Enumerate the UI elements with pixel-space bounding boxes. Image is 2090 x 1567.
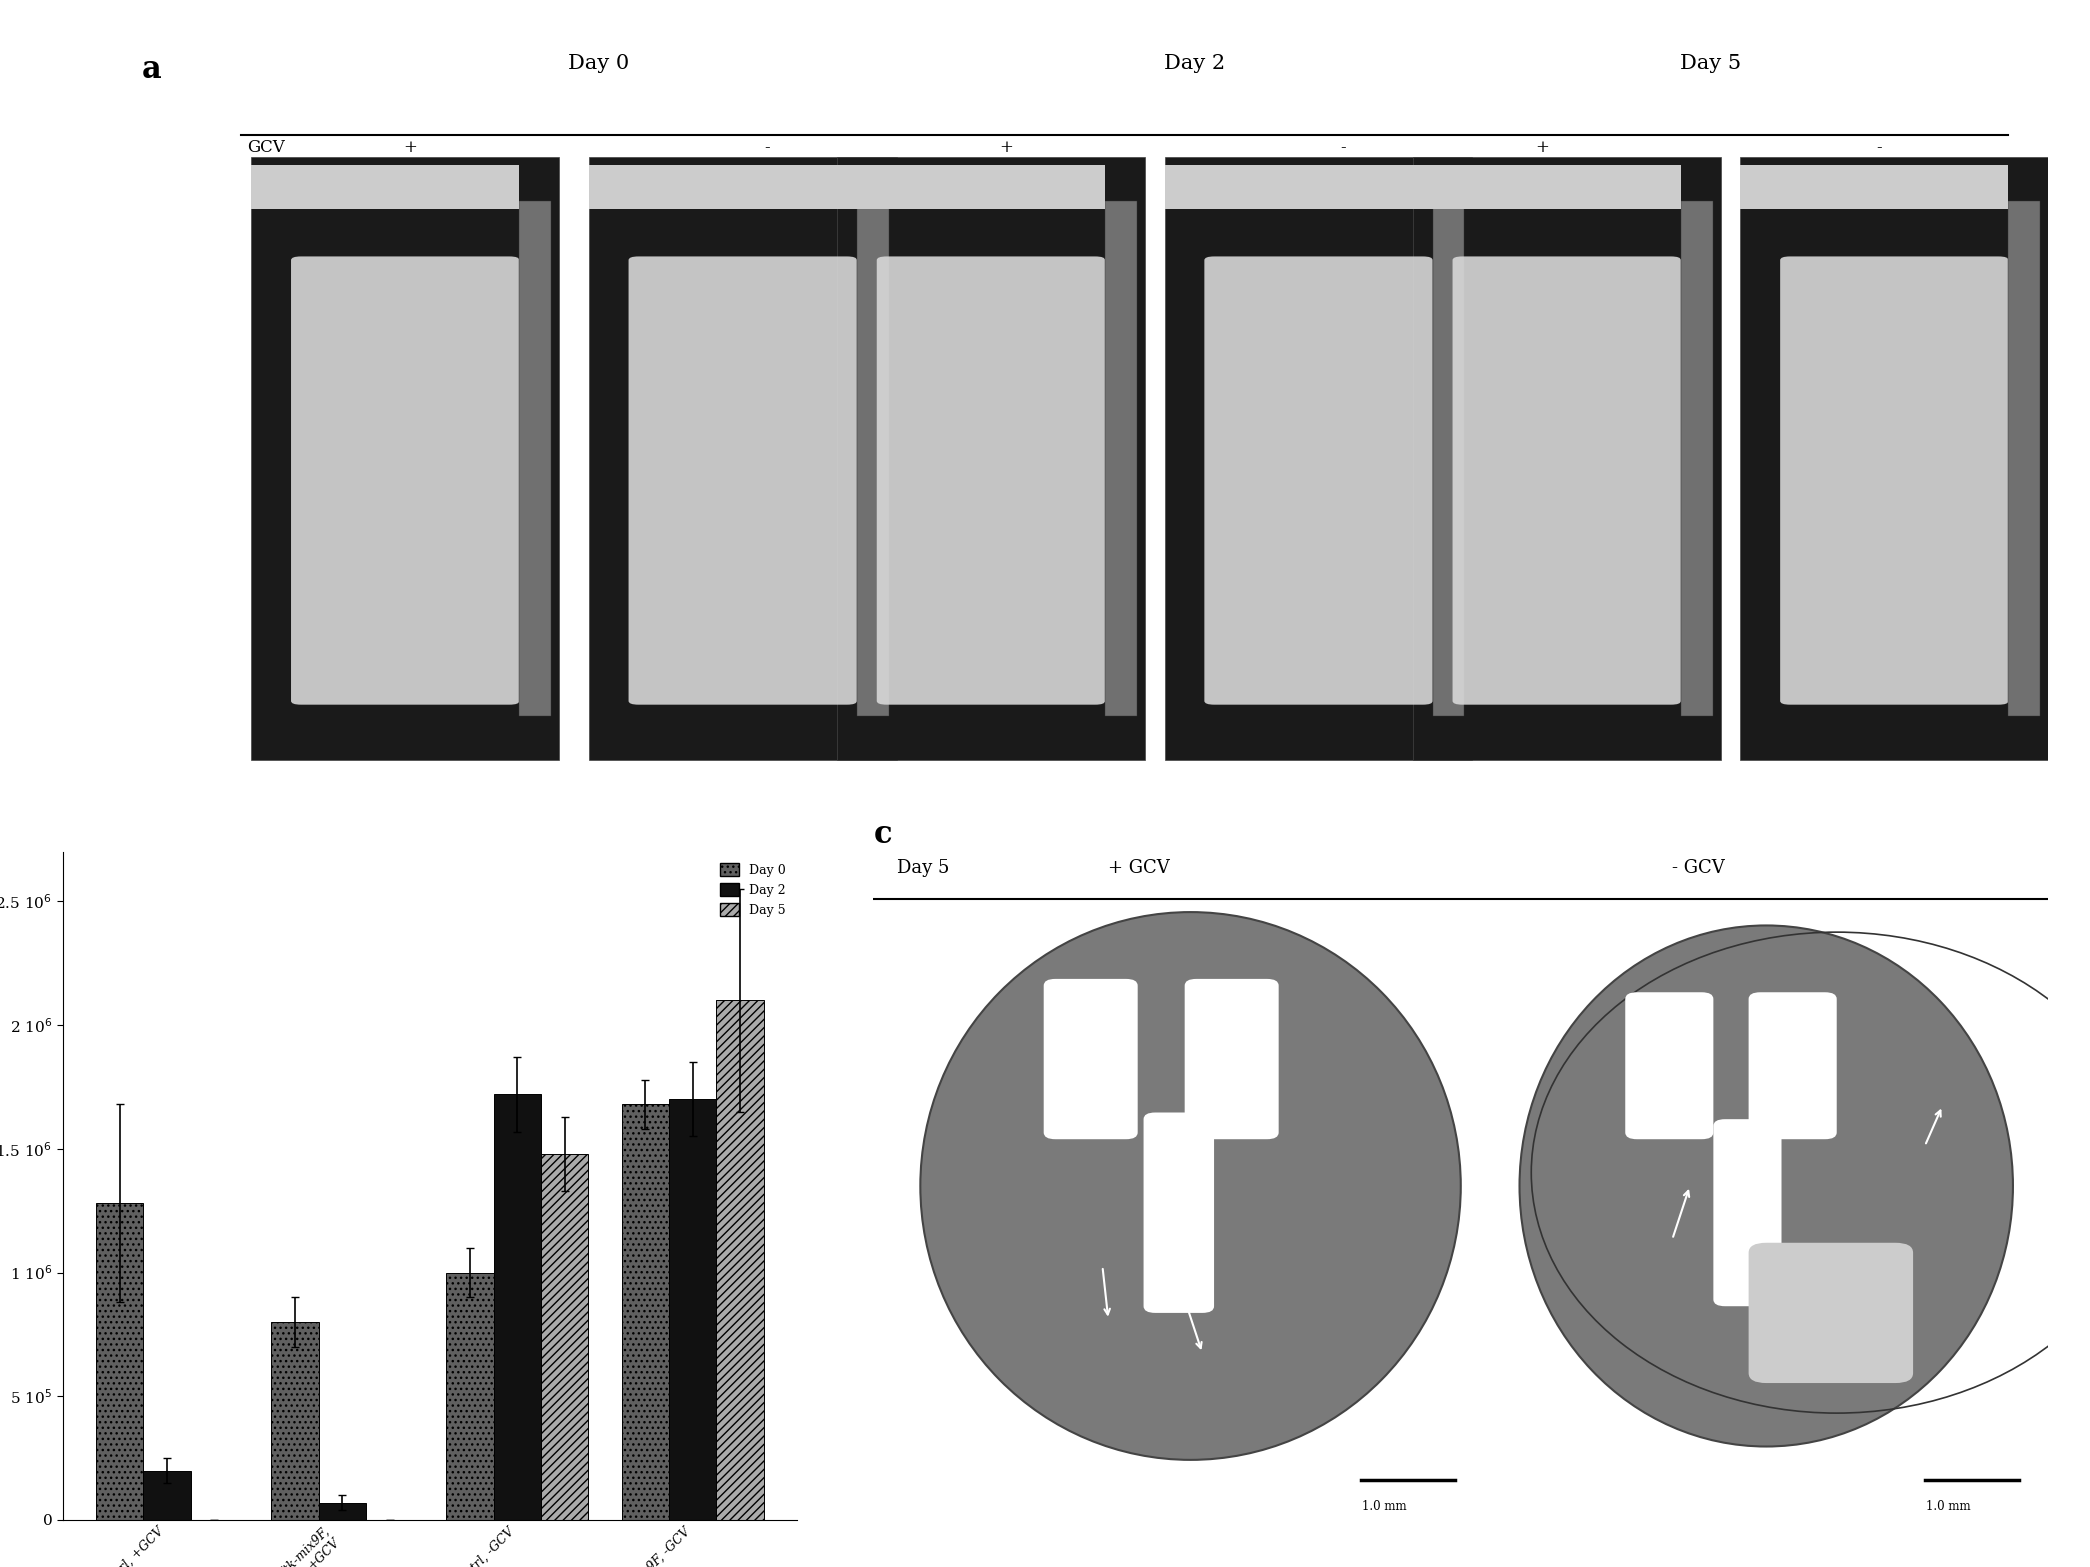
Bar — [272, 1323, 318, 1520]
Bar — [621, 1105, 669, 1520]
Bar — [96, 1203, 144, 1520]
Ellipse shape — [1519, 926, 2013, 1446]
Text: Day 2: Day 2 — [1164, 55, 1225, 74]
Text: - GCV: - GCV — [1672, 859, 1724, 876]
Text: a: a — [142, 55, 161, 85]
FancyBboxPatch shape — [1164, 157, 1471, 760]
Text: c: c — [874, 818, 892, 849]
FancyBboxPatch shape — [1749, 992, 1837, 1139]
FancyBboxPatch shape — [518, 201, 552, 716]
Text: Day 5: Day 5 — [897, 859, 949, 876]
Text: Day 0: Day 0 — [568, 55, 629, 74]
Text: -: - — [1877, 139, 1883, 155]
FancyBboxPatch shape — [629, 257, 857, 705]
FancyBboxPatch shape — [1413, 157, 1720, 760]
Bar — [669, 1100, 717, 1520]
FancyBboxPatch shape — [1143, 1113, 1214, 1313]
Text: 1.0 mm: 1.0 mm — [1927, 1500, 1971, 1514]
FancyBboxPatch shape — [589, 165, 857, 208]
Bar — [447, 1272, 493, 1520]
Bar — [541, 1153, 589, 1520]
FancyBboxPatch shape — [1781, 257, 2008, 705]
FancyBboxPatch shape — [857, 201, 888, 716]
FancyBboxPatch shape — [1741, 165, 2008, 208]
FancyBboxPatch shape — [836, 157, 1145, 760]
Ellipse shape — [920, 912, 1461, 1460]
FancyBboxPatch shape — [836, 165, 1106, 208]
FancyBboxPatch shape — [1106, 201, 1137, 716]
FancyBboxPatch shape — [1413, 165, 1680, 208]
FancyBboxPatch shape — [291, 257, 518, 705]
FancyBboxPatch shape — [1185, 979, 1279, 1139]
FancyBboxPatch shape — [589, 157, 897, 760]
Text: +: + — [403, 139, 418, 155]
Text: +: + — [1534, 139, 1549, 155]
FancyBboxPatch shape — [1680, 201, 1712, 716]
Bar — [318, 1503, 366, 1520]
Text: -: - — [1340, 139, 1346, 155]
Text: GCV: GCV — [247, 139, 284, 155]
FancyBboxPatch shape — [2008, 201, 2040, 716]
FancyBboxPatch shape — [1043, 979, 1137, 1139]
FancyBboxPatch shape — [1714, 1119, 1781, 1307]
FancyBboxPatch shape — [1749, 1243, 1912, 1384]
Text: Day 5: Day 5 — [1680, 55, 1741, 74]
FancyBboxPatch shape — [1164, 165, 1434, 208]
Legend: Day 0, Day 2, Day 5: Day 0, Day 2, Day 5 — [715, 859, 790, 921]
FancyBboxPatch shape — [1434, 201, 1465, 716]
FancyBboxPatch shape — [1204, 257, 1434, 705]
FancyBboxPatch shape — [1741, 157, 2048, 760]
FancyBboxPatch shape — [251, 165, 518, 208]
Bar — [717, 1000, 763, 1520]
FancyBboxPatch shape — [251, 157, 558, 760]
FancyBboxPatch shape — [1453, 257, 1680, 705]
Text: +: + — [999, 139, 1014, 155]
FancyBboxPatch shape — [878, 257, 1106, 705]
Text: -: - — [765, 139, 771, 155]
Text: 1.0 mm: 1.0 mm — [1363, 1500, 1407, 1514]
Bar — [144, 1470, 190, 1520]
Text: + GCV: + GCV — [1108, 859, 1170, 876]
FancyBboxPatch shape — [1626, 992, 1714, 1139]
Bar — [493, 1094, 541, 1520]
